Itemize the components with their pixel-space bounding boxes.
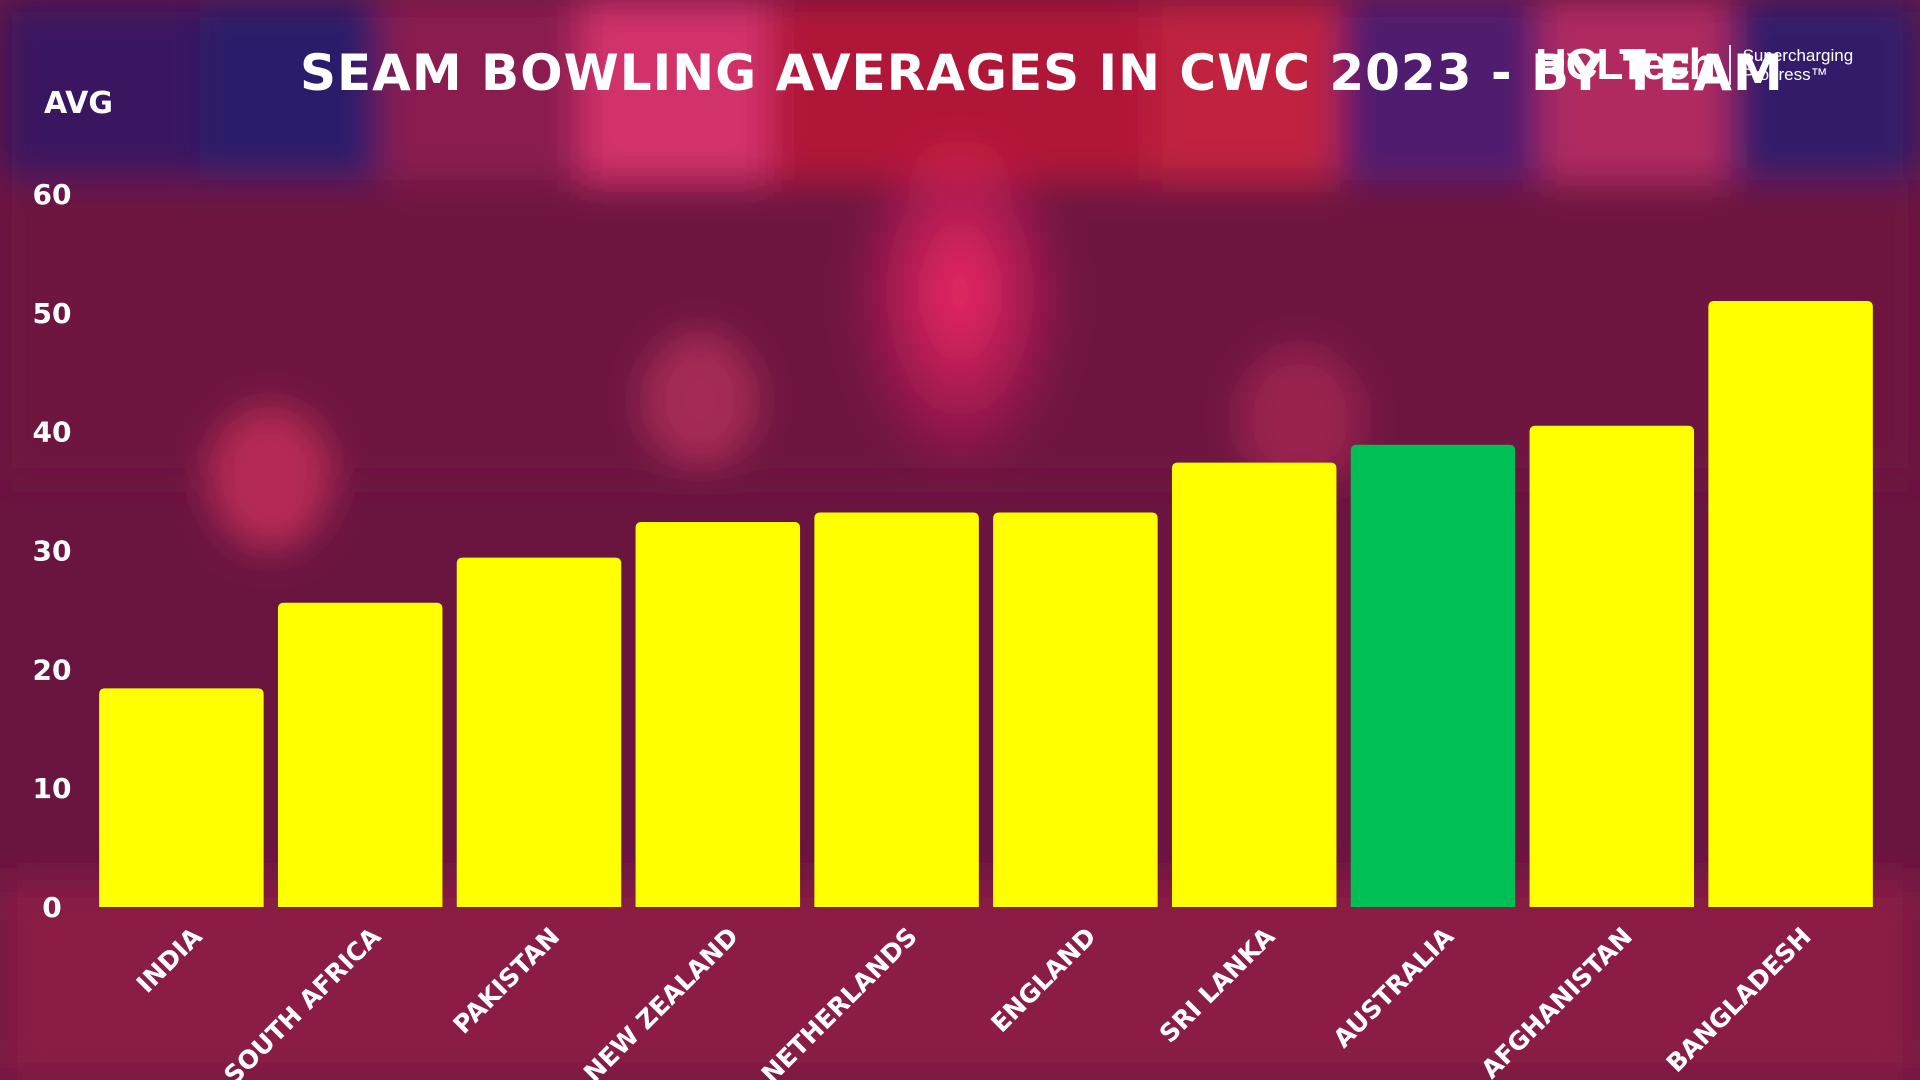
y-tick-label: 20 [33, 653, 72, 686]
x-axis-labels: INDIA SOUTH AFRICA PAKISTAN NEW ZEALAND NETH… [131, 921, 1817, 1080]
x-tick-label: SOUTH AFRICA [218, 921, 387, 1080]
bar-new-zealand [635, 521, 801, 907]
y-tick-label: 40 [33, 416, 72, 449]
bar-australia [1350, 444, 1516, 907]
logo-tagline: Supercharging Progress™ [1743, 46, 1883, 84]
x-tick-label: ENGLAND [985, 922, 1101, 1038]
bar-pakistan [456, 557, 622, 907]
bars-group [99, 300, 1873, 907]
bar-england [993, 512, 1158, 907]
bar-sri-lanka [1171, 462, 1337, 907]
bar-bangladesh [1708, 300, 1873, 907]
y-tick-label: 50 [33, 297, 72, 330]
x-tick-label: NETHERLANDS [756, 922, 923, 1080]
x-tick-label: SRI LANKA [1154, 921, 1281, 1048]
logo-tagline-line1: Supercharging [1742, 46, 1854, 65]
x-tick-label: INDIA [131, 921, 208, 998]
x-tick-label: AFGHANISTAN [1476, 922, 1639, 1080]
y-axis-ticks: 0 10 20 30 40 50 60 [33, 178, 72, 924]
x-tick-label: AUSTRALIA [1328, 921, 1460, 1053]
x-tick-label: NEW ZEALAND [578, 922, 744, 1080]
bar-afghanistan [1529, 425, 1695, 907]
y-tick-label: 60 [33, 178, 72, 211]
bar-south-africa [277, 602, 443, 907]
x-tick-label: PAKISTAN [448, 922, 566, 1040]
logo-tagline-line2: Progress™ [1742, 65, 1828, 84]
y-tick-label: 30 [33, 535, 72, 568]
logo-brand-text: HCLTech [1535, 40, 1716, 89]
chart-title: SEAM BOWLING AVERAGES IN CWC 2023 - BY T… [300, 44, 1784, 102]
bar-india [99, 688, 264, 907]
y-axis-label: AVG [44, 86, 114, 121]
bar-netherlands [814, 512, 979, 907]
y-tick-label: 10 [33, 772, 72, 805]
y-tick-label: 0 [42, 891, 61, 924]
hcltech-logo: HCLTech Supercharging Progress™ [1535, 40, 1883, 90]
x-tick-label: BANGLADESH [1661, 922, 1817, 1078]
logo-divider [1728, 45, 1731, 85]
